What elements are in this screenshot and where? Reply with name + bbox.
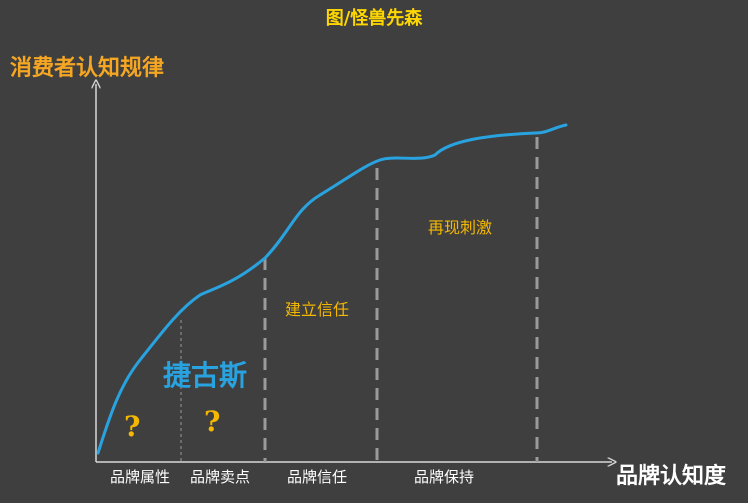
stage-label-trust: 品牌信任 — [287, 468, 348, 486]
x-axis-title: 品牌认知度 — [616, 464, 727, 489]
stage-label-attribute: 品牌属性 — [110, 468, 171, 486]
cognition-curve — [96, 123, 568, 455]
stage-label-retention: 品牌保持 — [414, 468, 475, 486]
phase-label-stimulus: 再现刺激 — [428, 218, 493, 237]
image-caption: 图/怪兽先森 — [325, 8, 423, 29]
brand-label: 捷古斯 — [163, 359, 248, 392]
question-mark-1: ? — [124, 410, 141, 443]
y-axis-title: 消费者认知规律 — [10, 56, 165, 81]
stage-label-selling-point: 品牌卖点 — [190, 468, 251, 486]
question-mark-2: ? — [204, 405, 221, 438]
phase-label-trust: 建立信任 — [285, 300, 350, 319]
